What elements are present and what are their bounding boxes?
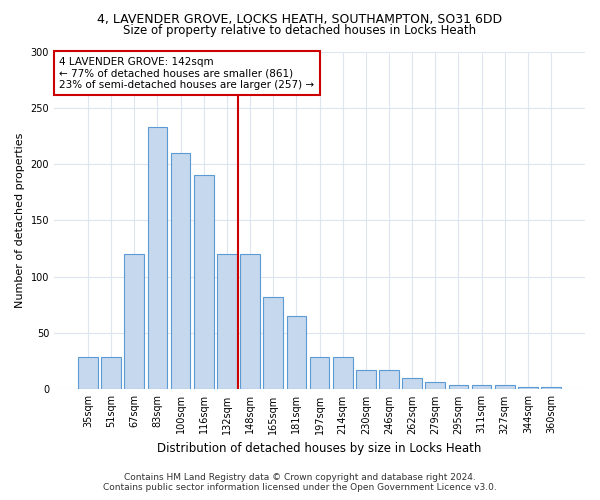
Text: Contains HM Land Registry data © Crown copyright and database right 2024.
Contai: Contains HM Land Registry data © Crown c… xyxy=(103,473,497,492)
X-axis label: Distribution of detached houses by size in Locks Heath: Distribution of detached houses by size … xyxy=(157,442,482,455)
Bar xyxy=(425,382,445,390)
Bar xyxy=(171,153,190,390)
Bar xyxy=(217,254,237,390)
Bar xyxy=(240,254,260,390)
Bar xyxy=(310,357,329,390)
Bar xyxy=(356,370,376,390)
Bar xyxy=(333,357,353,390)
Bar xyxy=(472,385,491,390)
Bar xyxy=(402,378,422,390)
Text: 4, LAVENDER GROVE, LOCKS HEATH, SOUTHAMPTON, SO31 6DD: 4, LAVENDER GROVE, LOCKS HEATH, SOUTHAMP… xyxy=(97,12,503,26)
Bar xyxy=(78,357,98,390)
Bar xyxy=(124,254,144,390)
Bar xyxy=(495,385,515,390)
Bar xyxy=(287,316,306,390)
Y-axis label: Number of detached properties: Number of detached properties xyxy=(15,133,25,308)
Bar xyxy=(379,370,399,390)
Bar xyxy=(101,357,121,390)
Bar xyxy=(518,387,538,390)
Text: Size of property relative to detached houses in Locks Heath: Size of property relative to detached ho… xyxy=(124,24,476,37)
Text: 4 LAVENDER GROVE: 142sqm
← 77% of detached houses are smaller (861)
23% of semi-: 4 LAVENDER GROVE: 142sqm ← 77% of detach… xyxy=(59,56,314,90)
Bar xyxy=(194,176,214,390)
Bar xyxy=(263,297,283,390)
Bar xyxy=(148,127,167,390)
Bar xyxy=(449,385,468,390)
Bar xyxy=(541,387,561,390)
